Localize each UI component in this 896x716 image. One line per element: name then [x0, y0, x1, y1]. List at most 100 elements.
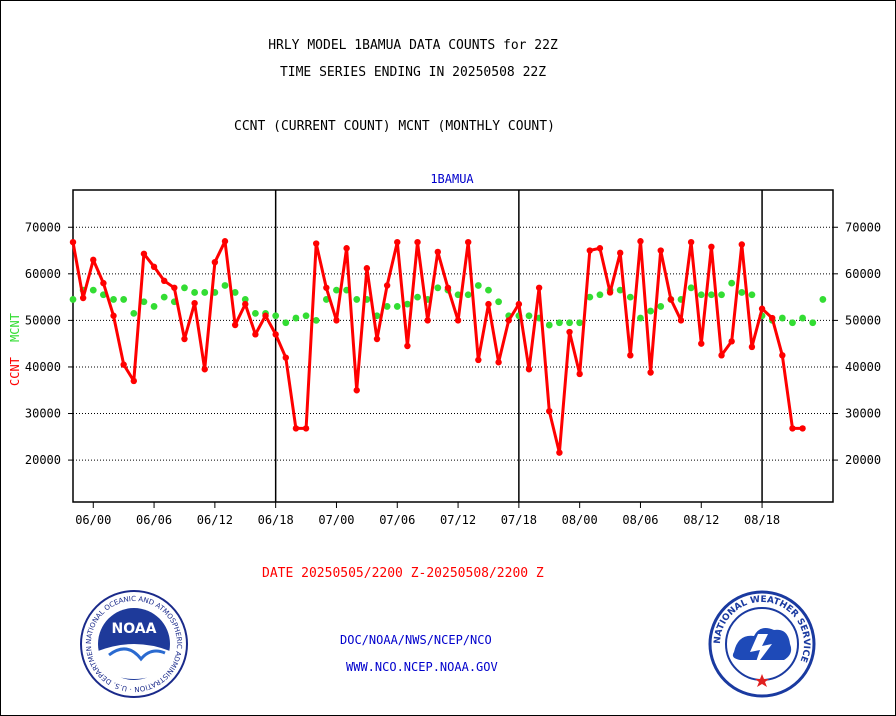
ccnt-point: [120, 361, 127, 368]
ccnt-point: [343, 245, 350, 252]
ccnt-point: [434, 248, 441, 256]
mcnt-point: [596, 291, 604, 299]
mcnt-point: [485, 286, 492, 294]
ccnt-point: [100, 279, 107, 287]
mcnt-point: [221, 282, 229, 289]
mcnt-point: [393, 303, 401, 310]
mcnt-point: [292, 314, 300, 322]
ccnt-point: [110, 312, 117, 319]
y-axis-label-ccnt: CCNT: [8, 357, 22, 386]
ccnt-point: [525, 366, 533, 373]
y-tick-label-left: 40000: [25, 360, 61, 374]
mcnt-point: [697, 291, 705, 299]
ccnt-point: [596, 245, 604, 252]
y-tick-label-left: 50000: [25, 313, 61, 327]
mcnt-point: [647, 307, 654, 315]
mcnt-point: [718, 291, 725, 299]
website-link[interactable]: WWW.NCO.NCEP.NOAA.GOV: [346, 660, 498, 674]
ccnt-point: [677, 317, 685, 324]
date-range-label: DATE 20250505/2200 Z-20250508/2200 Z: [262, 566, 544, 581]
mcnt-point: [282, 319, 290, 327]
mcnt-point: [525, 312, 533, 320]
mcnt-point: [383, 303, 391, 310]
axis-ticks: [68, 226, 838, 508]
ccnt-point: [161, 277, 168, 285]
ccnt-point: [789, 425, 796, 432]
ccnt-point: [323, 284, 330, 291]
ccnt-point: [617, 249, 624, 257]
ccnt-point: [546, 407, 553, 415]
mcnt-point: [809, 319, 817, 327]
mcnt-point: [748, 291, 756, 299]
x-tick-label: 07/18: [501, 513, 537, 527]
mcnt-point: [687, 284, 695, 292]
mcnt-point: [130, 310, 138, 317]
mcnt-point: [778, 314, 786, 322]
x-tick-label: 06/18: [258, 513, 294, 527]
ccnt-point: [758, 305, 766, 312]
mcnt-point: [616, 286, 624, 294]
ccnt-point: [90, 256, 97, 264]
ccnt-point: [404, 342, 411, 350]
chart-title-line2: TIME SERIES ENDING IN 20250508 22Z: [279, 65, 547, 80]
mcnt-point: [231, 289, 239, 296]
mcnt-point: [626, 293, 634, 301]
ccnt-point: [637, 238, 644, 245]
ccnt-point: [424, 317, 431, 324]
ccnt-point: [515, 300, 523, 308]
plot-area: [72, 189, 834, 503]
chart-subtitle: CCNT (CURRENT COUNT) MCNT (MONTHLY COUNT…: [234, 119, 555, 134]
ccnt-point: [779, 352, 786, 359]
ccnt-point: [647, 369, 654, 376]
ccnt-point: [535, 284, 543, 291]
mcnt-point: [140, 298, 148, 306]
mcnt-point: [272, 312, 280, 320]
ccnt-point: [262, 312, 269, 319]
ccnt-point: [657, 247, 664, 254]
mcnt-point: [110, 296, 117, 303]
ccnt-point: [708, 243, 715, 251]
mcnt-point: [819, 296, 827, 303]
ccnt-point: [394, 238, 401, 246]
org-path-link[interactable]: DOC/NOAA/NWS/NCEP/NCO: [340, 633, 492, 647]
y-tick-label-right: 70000: [845, 220, 881, 234]
ccnt-point: [495, 359, 502, 366]
ccnt-point: [69, 238, 77, 246]
ccnt-point: [485, 300, 492, 308]
mcnt-point: [708, 291, 715, 299]
ccnt-point: [576, 370, 583, 378]
ccnt-point: [799, 425, 806, 432]
mcnt-point: [464, 291, 472, 299]
ccnt-point: [748, 343, 756, 351]
x-tick-label: 08/06: [622, 513, 658, 527]
y-tick-label-left: 70000: [25, 220, 61, 234]
y-tick-label-left: 20000: [25, 453, 61, 467]
mcnt-point: [333, 286, 340, 294]
ccnt-point: [718, 352, 725, 359]
mcnt-point: [160, 293, 168, 301]
mcnt-point: [495, 298, 502, 306]
x-tick-label: 07/00: [318, 513, 354, 527]
mcnt-point: [181, 284, 188, 292]
ccnt-point: [171, 284, 178, 291]
y-tick-label-right: 60000: [845, 267, 881, 281]
ccnt-point: [353, 387, 360, 394]
mcnt-point: [120, 296, 128, 303]
mcnt-point: [738, 289, 746, 296]
x-tick-label: 08/18: [744, 513, 780, 527]
mcnt-point: [657, 303, 665, 310]
mcnt-point: [201, 289, 209, 296]
ccnt-point: [272, 331, 279, 338]
ccnt-point: [556, 449, 563, 456]
day-dividers: [274, 190, 763, 502]
ccnt-point: [687, 238, 695, 246]
ccnt-point: [728, 338, 735, 345]
x-tick-label: 06/00: [75, 513, 111, 527]
noaa-logo-icon: NATIONAL OCEANIC AND ATMOSPHERIC ADMINIS…: [79, 589, 188, 698]
ccnt-point: [475, 356, 482, 364]
y-tick-label-right: 20000: [845, 453, 881, 467]
ccnt-point: [242, 300, 249, 308]
noaa-logo-text: NOAA: [112, 621, 157, 637]
ccnt-point: [191, 299, 198, 307]
